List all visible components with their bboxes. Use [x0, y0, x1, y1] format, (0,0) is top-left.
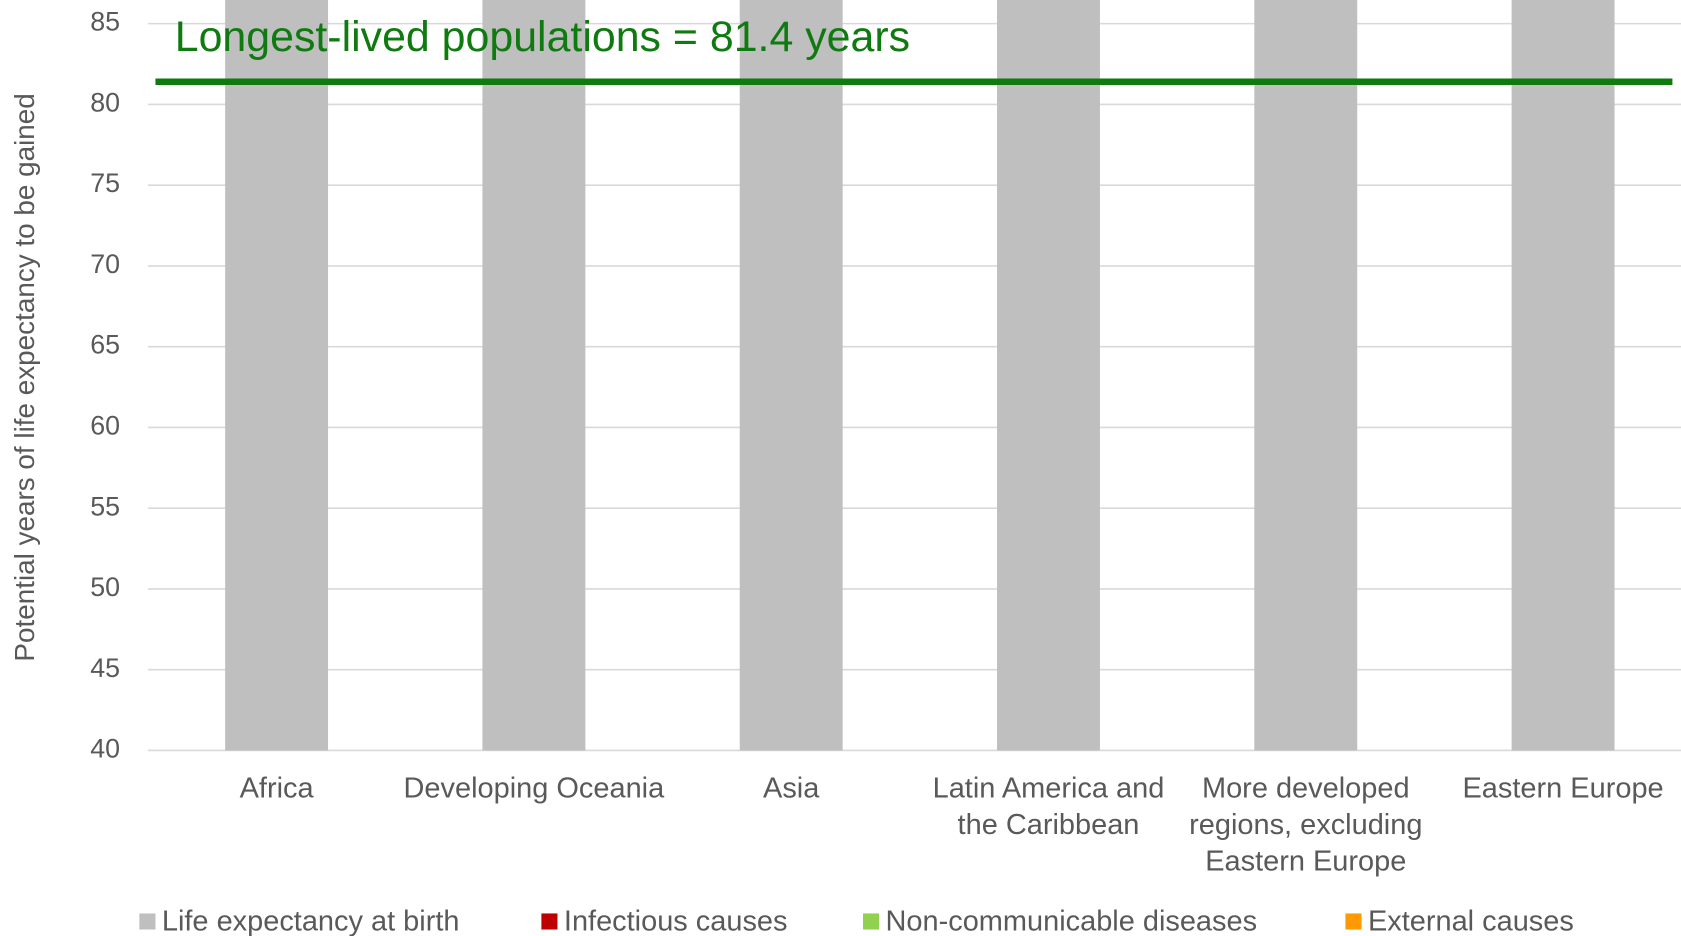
x-tick-label-box: More developed regions, excluding Easter…: [1189, 771, 1423, 877]
x-tick-label-box: Developing Oceania: [403, 771, 665, 805]
x-tick-label: Latin America and the Caribbean: [932, 771, 1165, 841]
bar-segment: [1254, 0, 1358, 751]
x-tick-label: More developed regions, excluding Easter…: [1189, 771, 1423, 877]
x-tick-label-box: Latin America and the Caribbean: [932, 771, 1165, 841]
bar-segment: [739, 0, 843, 751]
x-tick-label-box: Asia: [763, 771, 820, 805]
legend-swatch: [863, 913, 880, 930]
x-tick-label: Developing Oceania: [403, 771, 665, 805]
y-tick-label: 80: [90, 87, 120, 117]
legend-swatch: [1345, 913, 1362, 930]
bar-segment: [225, 0, 329, 751]
legend-label: Infectious causes: [564, 906, 788, 936]
bar-segment: [997, 0, 1100, 751]
legend-swatch: [139, 913, 156, 930]
y-tick-label: 85: [90, 7, 120, 37]
y-tick-label: 40: [90, 734, 120, 764]
reference-label: Longest-lived populations = 81.4 years: [175, 13, 910, 61]
x-tick-label-box: Africa: [239, 771, 314, 805]
x-tick-label-box: Eastern Europe: [1462, 771, 1664, 805]
y-tick-label: 55: [90, 491, 120, 521]
bar-segment: [482, 0, 586, 751]
y-tick-label: 45: [90, 653, 120, 683]
y-tick-label: 65: [90, 330, 120, 360]
y-tick-label: 70: [90, 249, 120, 279]
x-tick-label: Eastern Europe: [1462, 771, 1664, 805]
x-tick-label: Africa: [239, 771, 314, 805]
legend-label: Non-communicable diseases: [886, 906, 1258, 936]
legend-label: Life expectancy at birth: [162, 906, 460, 936]
y-axis-label: Potential years of life expectancy to be…: [9, 93, 40, 661]
legend-swatch: [541, 913, 558, 930]
legend-label: External causes: [1368, 906, 1574, 936]
bar-segment: [1511, 0, 1615, 751]
y-tick-label: 60: [90, 411, 120, 441]
y-tick-label: 50: [90, 572, 120, 602]
x-tick-label: Asia: [763, 771, 820, 805]
y-tick-label: 75: [90, 168, 120, 198]
